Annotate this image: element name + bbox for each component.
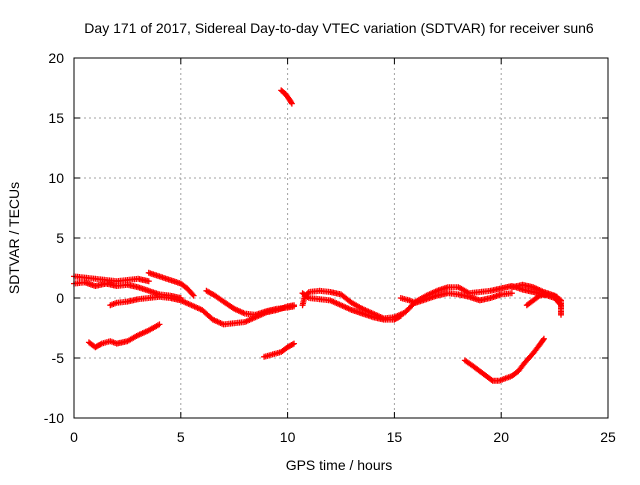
data-series <box>71 279 184 301</box>
data-point-marker <box>289 341 296 348</box>
data-series <box>523 291 560 309</box>
data-series <box>461 335 547 384</box>
data-series <box>397 290 515 306</box>
data-point-marker <box>396 313 403 320</box>
data-point-marker <box>156 321 163 328</box>
data-point-marker <box>553 293 560 300</box>
x-tick-label: 15 <box>387 429 403 445</box>
data-point-marker <box>540 337 547 343</box>
x-tick-label: 10 <box>280 429 296 445</box>
data-point-marker <box>291 340 298 347</box>
x-axis-label: GPS time / hours <box>286 457 393 473</box>
y-axis-label: SDTVAR / TECUs <box>6 182 22 294</box>
data-series <box>145 269 197 299</box>
data-series <box>203 287 298 318</box>
axis-ticks: 0 5 10 15 20 25 -10 -5 0 5 10 15 20 <box>44 50 616 445</box>
y-tick-label: 20 <box>48 50 64 66</box>
y-tick-label: 5 <box>56 230 64 246</box>
y-tick-label: 10 <box>48 170 64 186</box>
data-point-marker <box>535 293 542 300</box>
x-tick-label: 20 <box>493 429 509 445</box>
data-series <box>299 290 404 323</box>
y-tick-label: -5 <box>52 350 65 366</box>
data-series <box>85 321 163 351</box>
data-point-marker <box>397 313 404 319</box>
data-series <box>71 273 152 285</box>
y-tick-label: 0 <box>56 290 64 306</box>
data-point-marker <box>145 278 152 285</box>
x-tick-label: 0 <box>70 429 78 445</box>
data-point-marker <box>488 376 495 383</box>
y-tick-label: 15 <box>48 110 64 126</box>
data-points <box>71 87 565 384</box>
y-tick-label: -10 <box>44 410 64 426</box>
data-point-marker <box>304 294 311 301</box>
data-point-marker <box>540 335 547 342</box>
data-point-marker <box>288 100 295 107</box>
data-point-marker <box>508 290 515 297</box>
x-tick-label: 25 <box>600 429 616 445</box>
x-tick-label: 5 <box>177 429 185 445</box>
data-point-marker <box>558 311 565 318</box>
chart-title: Day 171 of 2017, Sidereal Day-to-day VTE… <box>84 20 594 36</box>
grid-lines <box>74 58 608 418</box>
data-point-marker <box>288 99 295 106</box>
data-point-marker <box>190 292 197 299</box>
data-point-marker <box>291 303 298 310</box>
data-point-marker <box>97 341 104 348</box>
data-series <box>261 340 298 360</box>
data-series <box>278 87 295 107</box>
data-point-marker <box>189 291 196 298</box>
